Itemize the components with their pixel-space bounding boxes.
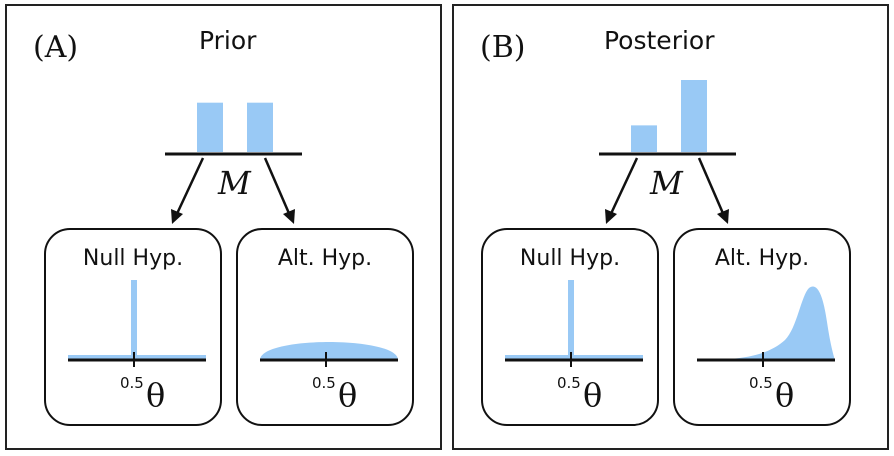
alt-hypothesis-box: Alt. Hyp. 0.5 θ [236,228,414,426]
panel-title: Posterior [604,26,715,55]
model-bar-alt [681,80,707,152]
arrow-to-null [607,157,639,219]
null-density-plot [68,280,206,367]
tick-label: 0.5 [120,374,144,392]
theta-label: θ [338,376,358,414]
arrow-to-null [173,157,205,219]
alt-hypothesis-box: Alt. Hyp. 0.5 θ [673,228,851,426]
alt-hyp-title: Alt. Hyp. [277,246,373,271]
tick-label: 0.5 [557,374,581,392]
model-diagram [599,80,736,224]
theta-label: θ [775,376,795,414]
panel-title: Prior [199,26,257,55]
panel-letter: (A) [33,30,79,65]
null-density-plot [505,280,643,367]
alt-density-plot [260,342,398,367]
tick-label: 0.5 [312,374,336,392]
alt-hyp-title: Alt. Hyp. [714,246,810,271]
arrow-to-alt [263,157,293,219]
panel-letter: (B) [480,30,526,65]
model-diagram [165,102,302,224]
theta-label: θ [146,376,166,414]
arrowhead-null [605,209,617,224]
tick-label: 0.5 [749,374,773,392]
model-bar-null [197,102,223,152]
arrowhead-null [171,209,183,224]
null-hyp-title: Null Hyp. [82,246,184,271]
alt-density-peaked [693,286,835,360]
arrowhead-alt [283,209,295,224]
arrowhead-alt [717,209,729,224]
null-density-spike [568,280,574,360]
null-density-spike [131,280,137,360]
model-label: M [650,164,683,202]
alt-density-uniform [260,342,398,360]
theta-label: θ [583,376,603,414]
alt-density-plot [693,286,835,367]
null-hyp-title: Null Hyp. [519,246,621,271]
model-bar-alt [247,102,273,152]
arrow-to-alt [697,157,727,219]
panel-prior: (A) Prior M Null Hyp. 0.5 θ Alt. Hyp. 0.… [5,4,442,450]
model-label: M [218,164,251,202]
null-hypothesis-box: Null Hyp. 0.5 θ [481,228,659,426]
panel-posterior: (B) Posterior M Null Hyp. 0.5 θ Alt. Hyp… [452,4,889,450]
null-hypothesis-box: Null Hyp. 0.5 θ [44,228,222,426]
model-bar-null [631,125,657,152]
